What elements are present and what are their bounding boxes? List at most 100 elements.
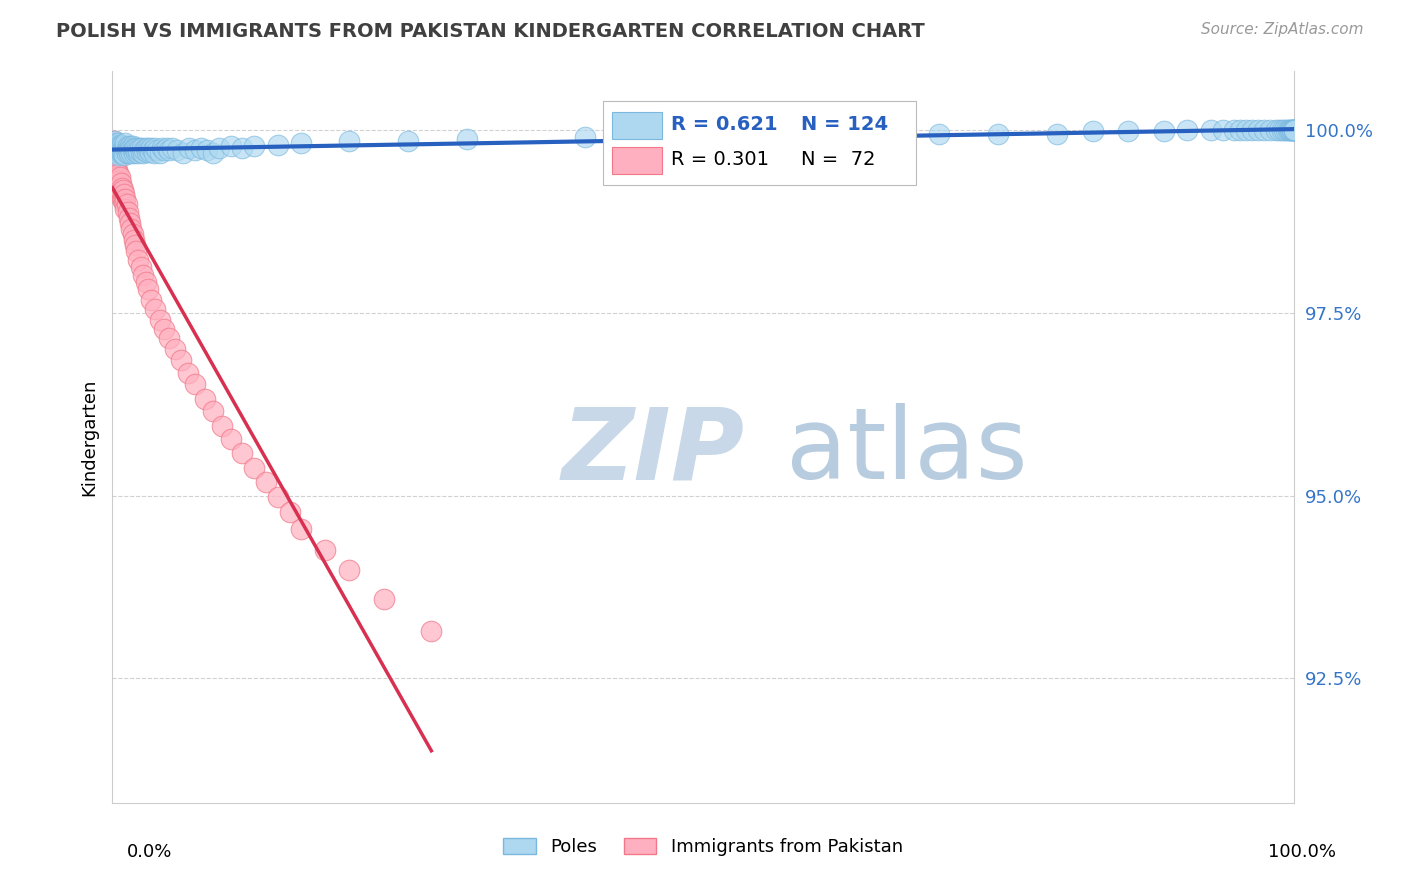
- Point: [1277, 123, 1299, 137]
- Point: [128, 141, 150, 155]
- Point: [231, 141, 253, 155]
- Point: [114, 141, 136, 155]
- Point: [195, 144, 218, 158]
- Point: [118, 146, 141, 161]
- Point: [111, 193, 134, 207]
- Point: [129, 260, 152, 275]
- Point: [219, 139, 242, 153]
- Point: [1281, 123, 1303, 137]
- Point: [125, 145, 148, 159]
- Point: [118, 211, 141, 225]
- Point: [139, 145, 162, 159]
- Point: [243, 139, 266, 153]
- Point: [105, 178, 128, 192]
- Point: [105, 145, 128, 159]
- Point: [108, 137, 131, 152]
- Point: [254, 475, 277, 490]
- Point: [120, 139, 142, 153]
- Point: [118, 141, 141, 155]
- Point: [146, 144, 169, 158]
- Point: [115, 141, 138, 155]
- Point: [1278, 123, 1301, 137]
- Point: [211, 419, 233, 434]
- Point: [127, 144, 149, 158]
- Point: [1229, 123, 1251, 137]
- Point: [1175, 123, 1198, 137]
- Point: [1278, 123, 1301, 137]
- Point: [1282, 123, 1305, 137]
- Point: [314, 543, 336, 558]
- Point: [104, 152, 127, 166]
- Point: [143, 141, 166, 155]
- Point: [166, 144, 188, 158]
- Point: [290, 522, 312, 536]
- Point: [120, 146, 142, 161]
- Point: [190, 141, 212, 155]
- Point: [160, 141, 183, 155]
- Point: [150, 141, 173, 155]
- Point: [104, 146, 127, 161]
- Point: [115, 197, 138, 211]
- Text: N =  72: N = 72: [801, 150, 876, 169]
- Point: [120, 221, 142, 235]
- Point: [1199, 123, 1222, 137]
- Point: [107, 181, 129, 195]
- Point: [120, 144, 142, 158]
- Point: [138, 144, 160, 158]
- Point: [107, 145, 129, 159]
- Point: [1282, 123, 1305, 137]
- Point: [104, 163, 127, 178]
- Point: [122, 233, 145, 247]
- Point: [114, 136, 136, 150]
- Point: [125, 244, 148, 258]
- Point: [337, 563, 360, 577]
- Text: POLISH VS IMMIGRANTS FROM PAKISTAN KINDERGARTEN CORRELATION CHART: POLISH VS IMMIGRANTS FROM PAKISTAN KINDE…: [56, 22, 925, 41]
- Point: [1234, 123, 1257, 137]
- Point: [121, 144, 143, 158]
- Point: [1116, 124, 1139, 138]
- Point: [290, 136, 312, 150]
- Point: [104, 158, 127, 172]
- Point: [156, 141, 179, 155]
- Point: [177, 366, 200, 380]
- Point: [396, 134, 419, 148]
- Point: [1282, 123, 1305, 137]
- Point: [107, 139, 129, 153]
- Point: [105, 144, 128, 158]
- Point: [105, 146, 128, 161]
- Point: [117, 204, 139, 219]
- Point: [184, 144, 207, 158]
- Point: [420, 624, 443, 638]
- Point: [115, 145, 138, 159]
- Text: N = 124: N = 124: [801, 114, 889, 134]
- Point: [810, 128, 832, 143]
- Point: [373, 592, 395, 607]
- Point: [208, 141, 231, 155]
- Point: [111, 144, 134, 158]
- Text: atlas: atlas: [786, 403, 1028, 500]
- Point: [108, 144, 131, 158]
- Point: [103, 153, 125, 168]
- Point: [157, 144, 180, 158]
- Point: [134, 144, 156, 158]
- Point: [136, 141, 159, 155]
- Point: [1212, 123, 1234, 137]
- Point: [103, 134, 125, 148]
- Point: [692, 128, 714, 143]
- Point: [278, 505, 301, 519]
- Point: [121, 227, 143, 241]
- Point: [124, 141, 146, 155]
- Point: [110, 185, 132, 199]
- Point: [1281, 123, 1303, 137]
- Point: [107, 136, 129, 150]
- Point: [928, 127, 950, 141]
- Text: R = 0.301: R = 0.301: [671, 150, 769, 169]
- Point: [103, 137, 125, 152]
- Point: [112, 193, 135, 207]
- Point: [135, 275, 157, 289]
- Point: [112, 139, 135, 153]
- Point: [105, 178, 128, 192]
- Point: [127, 253, 149, 268]
- Text: 0.0%: 0.0%: [127, 843, 172, 861]
- Point: [1253, 123, 1275, 137]
